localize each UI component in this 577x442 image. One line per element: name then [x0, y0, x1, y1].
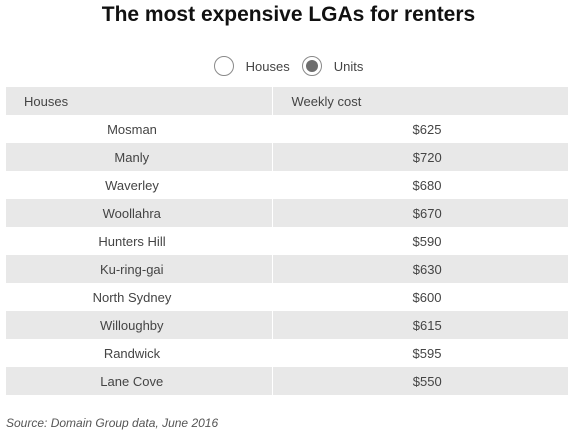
weekly-cost: $600 — [272, 283, 568, 311]
houses-radio[interactable] — [213, 56, 234, 76]
table-row: Manly $720 — [6, 143, 568, 171]
lga-name: North Sydney — [6, 283, 272, 311]
table-row: Hunters Hill $590 — [6, 227, 568, 255]
units-radio[interactable] — [301, 56, 322, 76]
table-row: Willoughby $615 — [6, 311, 568, 339]
lga-name: Randwick — [6, 339, 272, 367]
lga-name: Mosman — [6, 115, 272, 143]
weekly-cost: $615 — [272, 311, 568, 339]
dataset-toggle: Houses Units — [0, 54, 577, 78]
lga-name: Waverley — [6, 171, 272, 199]
houses-option[interactable]: Houses — [213, 56, 290, 76]
weekly-cost: $595 — [272, 339, 568, 367]
lga-name: Hunters Hill — [6, 227, 272, 255]
units-option[interactable]: Units — [301, 56, 364, 76]
weekly-cost: $680 — [272, 171, 568, 199]
table-row: Ku-ring-gai $630 — [6, 255, 568, 283]
table-row: Waverley $680 — [6, 171, 568, 199]
lga-name: Ku-ring-gai — [6, 255, 273, 283]
weekly-cost: $670 — [272, 199, 568, 227]
houses-option-label: Houses — [245, 58, 290, 74]
lga-name: Lane Cove — [6, 367, 273, 395]
rent-table: Houses Weekly cost Mosman $625 Manly $72… — [6, 87, 568, 395]
units-option-label: Units — [333, 58, 364, 74]
weekly-cost: $590 — [272, 227, 568, 255]
page-title: The most expensive LGAs for renters — [101, 3, 476, 26]
table-row: Woollahra $670 — [6, 199, 568, 227]
weekly-cost: $720 — [272, 143, 568, 171]
lga-name: Woollahra — [6, 199, 273, 227]
table-header-row: Houses Weekly cost — [6, 87, 568, 115]
table-row: Randwick $595 — [6, 339, 568, 367]
table-row: North Sydney $600 — [6, 283, 568, 311]
column-header-cost: Weekly cost — [272, 87, 568, 115]
lga-name: Manly — [6, 143, 273, 171]
table-row: Lane Cove $550 — [6, 367, 568, 395]
weekly-cost: $550 — [272, 367, 568, 395]
table-row: Mosman $625 — [6, 115, 568, 143]
weekly-cost: $625 — [272, 115, 568, 143]
source-note: Source: Domain Group data, June 2016 — [6, 416, 219, 430]
lga-name: Willoughby — [6, 311, 273, 339]
weekly-cost: $630 — [272, 255, 568, 283]
column-header-name: Houses — [6, 87, 273, 115]
